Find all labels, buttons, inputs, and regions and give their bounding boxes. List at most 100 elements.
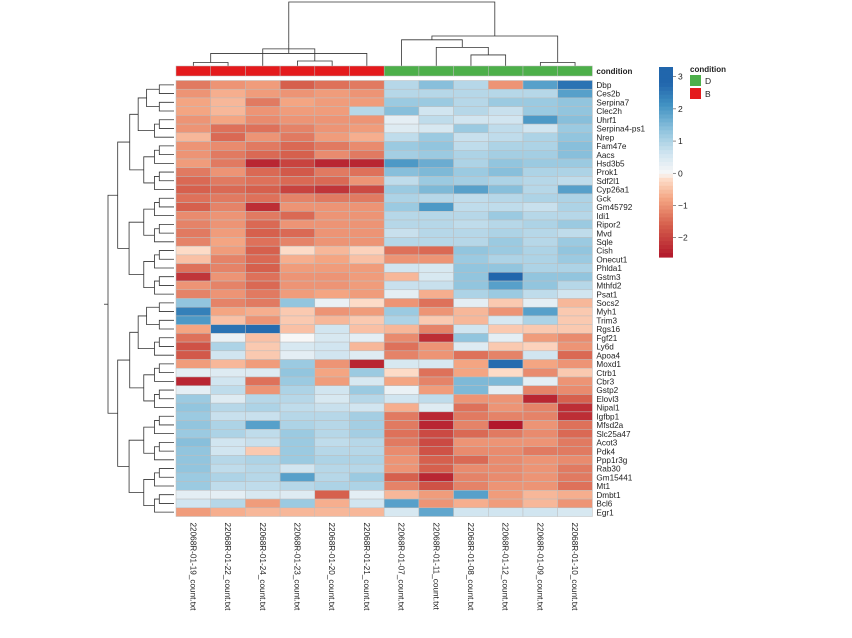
- heatmap-cell: [279, 115, 316, 125]
- heatmap-cell: [349, 333, 385, 343]
- heatmap-cell: [488, 385, 524, 395]
- heatmap-cell: [210, 402, 246, 413]
- heatmap-cell: [245, 158, 281, 168]
- color-scale-segment: [659, 102, 673, 108]
- heatmap-cell: [210, 193, 246, 203]
- gene-label: Apoa4: [596, 351, 620, 360]
- heatmap-cell: [210, 289, 246, 299]
- color-scale-segment: [659, 173, 673, 179]
- heatmap-cell: [210, 254, 246, 264]
- heatmap-cell: [245, 228, 281, 238]
- gene-label: Ctrb1: [596, 369, 616, 378]
- color-scale-tick-label: −1: [678, 200, 688, 210]
- heatmap-cell: [175, 115, 211, 125]
- gene-label: Gstm3: [596, 273, 621, 282]
- heatmap-cell: [488, 315, 524, 325]
- color-scale-segment: [659, 146, 673, 151]
- heatmap-cell: [383, 429, 420, 439]
- heatmap-cell: [383, 333, 420, 343]
- condition-legend-title: condition: [690, 65, 726, 74]
- heatmap-cell: [175, 88, 211, 99]
- heatmap-cell: [383, 315, 420, 325]
- heatmap-cell: [349, 376, 385, 386]
- heatmap-cell: [488, 167, 524, 177]
- heatmap-cell: [349, 306, 385, 317]
- color-scale-segment: [659, 217, 673, 222]
- heatmap-cell: [279, 123, 316, 134]
- heatmap-cell: [418, 202, 454, 212]
- heatmap-cell: [279, 211, 316, 221]
- gene-label: Rgs16: [596, 325, 620, 334]
- heatmap-cell: [418, 158, 454, 168]
- gene-label: Mthfd2: [596, 282, 621, 291]
- heatmap-cell: [245, 359, 281, 369]
- heatmap-cell: [383, 289, 420, 299]
- heatmap-cell: [314, 463, 350, 474]
- heatmap-cell: [383, 280, 420, 291]
- heatmap-cell: [279, 228, 316, 238]
- row-dendrogram-branch: [154, 176, 174, 190]
- column-dendrogram: [192, 1, 576, 66]
- heatmap-cell: [210, 437, 246, 447]
- heatmap-cell: [314, 437, 350, 447]
- heatmap-cell: [383, 472, 420, 482]
- heatmap-cell: [210, 150, 246, 160]
- gene-label: Uhrf1: [596, 116, 616, 125]
- gene-label: Rab30: [596, 465, 621, 474]
- heatmap-cell: [279, 219, 316, 229]
- heatmap-cell: [349, 176, 385, 186]
- heatmap-cell: [245, 289, 281, 299]
- heatmap-cell: [245, 176, 281, 186]
- heatmap-cell: [279, 254, 316, 264]
- heatmap-cell: [210, 446, 246, 456]
- heatmap-cell: [557, 385, 593, 395]
- heatmap-cell: [175, 463, 211, 474]
- gene-label: Serpina7: [596, 98, 629, 107]
- heatmap-cell: [175, 306, 211, 317]
- heatmap-cell: [349, 237, 385, 247]
- heatmap-cell: [453, 446, 489, 456]
- heatmap-cell: [175, 368, 211, 378]
- heatmap-cell: [522, 420, 558, 430]
- heatmap-cell: [488, 193, 524, 203]
- heatmap-cell: [175, 219, 211, 229]
- row-dendrogram-branch: [154, 254, 174, 269]
- gene-label: Prok1: [596, 168, 618, 177]
- heatmap-cell: [245, 132, 281, 142]
- color-scale-segment: [659, 197, 673, 203]
- heatmap-cell: [522, 385, 558, 395]
- heatmap-cell: [245, 115, 281, 125]
- heatmap-cell: [279, 106, 316, 116]
- heatmap-cell: [522, 80, 558, 90]
- heatmap-cell: [488, 446, 524, 456]
- heatmap-cell: [245, 202, 281, 212]
- heatmap-cell: [210, 176, 246, 186]
- heatmap-cell: [175, 385, 211, 395]
- heatmap-cell: [418, 123, 454, 134]
- heatmap-cell: [453, 507, 489, 517]
- heatmap-cell: [418, 341, 454, 352]
- heatmap-cell: [279, 202, 316, 212]
- heatmap-cell: [383, 402, 420, 413]
- heatmap-cell: [314, 202, 350, 212]
- heatmap-cell: [383, 507, 420, 517]
- heatmap-cell: [453, 315, 489, 325]
- gene-label: Ripor2: [596, 221, 621, 230]
- heatmap-cell: [349, 315, 385, 325]
- heatmap-cell: [557, 498, 593, 509]
- heatmap-cell: [210, 272, 246, 282]
- heatmap-cell: [279, 481, 316, 491]
- gene-label: Ly6d: [596, 343, 614, 352]
- condition-legend-label: D: [705, 76, 711, 86]
- heatmap-cell: [279, 298, 316, 308]
- heatmap-cell: [279, 280, 316, 291]
- condition-cell: [175, 65, 211, 77]
- row-dendrogram-branch: [143, 374, 155, 402]
- heatmap-cell: [314, 219, 350, 229]
- row-dendrogram-branch: [158, 197, 174, 208]
- heatmap-cell: [175, 402, 211, 413]
- heatmap-cell: [210, 184, 246, 195]
- heatmap-cell: [557, 88, 593, 99]
- heatmap-cell: [453, 429, 489, 439]
